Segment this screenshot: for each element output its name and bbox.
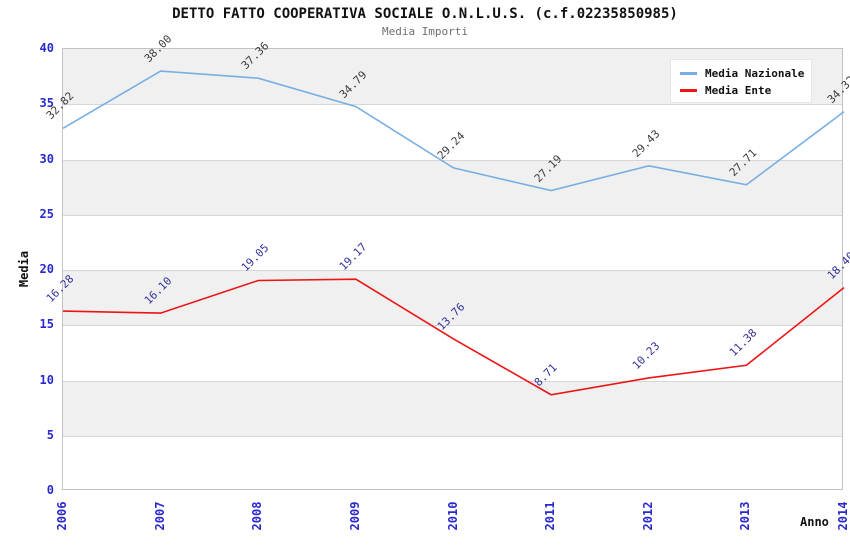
legend-swatch-media-nazionale-icon: [680, 72, 697, 75]
chart-subtitle: Media Importi: [381, 25, 469, 38]
plot-area: [62, 48, 845, 490]
gridline: [63, 325, 842, 327]
x-tick-label: 2010: [445, 501, 460, 531]
y-tick-label: 40: [39, 41, 54, 55]
x-tick-label: 2014: [836, 501, 850, 531]
y-tick-label: 20: [39, 262, 54, 276]
legend-label-media-nazionale: Media Nazionale: [705, 67, 805, 80]
plot-band: [63, 270, 842, 326]
series-line-media-nazionale: [62, 70, 845, 192]
plot-band: [63, 159, 842, 215]
series-line-media-ente: [62, 278, 845, 396]
x-tick-label: 2008: [250, 501, 265, 531]
x-tick-label: 2007: [152, 501, 167, 531]
y-tick-label: 35: [39, 96, 54, 111]
chart-title: DETTO FATTO COOPERATIVA SOCIALE O.N.L.U.…: [172, 6, 678, 22]
x-axis-title: Anno: [800, 515, 829, 529]
y-tick-label: 25: [39, 206, 54, 221]
x-tick-label: 2013: [738, 501, 753, 531]
series-lines: [62, 70, 845, 396]
legend-label-media-ente: Media Ente: [705, 84, 772, 97]
gridline: [63, 214, 842, 216]
x-tick-label: 2006: [55, 501, 69, 531]
y-tick-label: 15: [39, 317, 54, 332]
y-tick-label: 0: [46, 483, 54, 497]
gridline: [63, 104, 842, 106]
plot-band: [63, 380, 842, 436]
legend-swatch-media-ente-icon: [680, 89, 697, 92]
gridline: [63, 270, 842, 271]
gridline: [63, 435, 842, 437]
legend-item-media-nazionale: Media Nazionale: [680, 65, 811, 82]
x-tick-label: 2009: [347, 501, 362, 531]
legend: Media Nazionale Media Ente: [670, 59, 812, 103]
y-tick-label: 10: [39, 372, 54, 387]
legend-item-media-ente: Media Ente: [680, 82, 811, 99]
gridline: [63, 159, 842, 161]
gridline: [63, 380, 842, 382]
y-tick-label: 5: [46, 427, 54, 442]
y-tick-label: 30: [39, 151, 54, 166]
x-tick-label: 2012: [640, 501, 655, 531]
x-tick-label: 2011: [543, 501, 558, 531]
